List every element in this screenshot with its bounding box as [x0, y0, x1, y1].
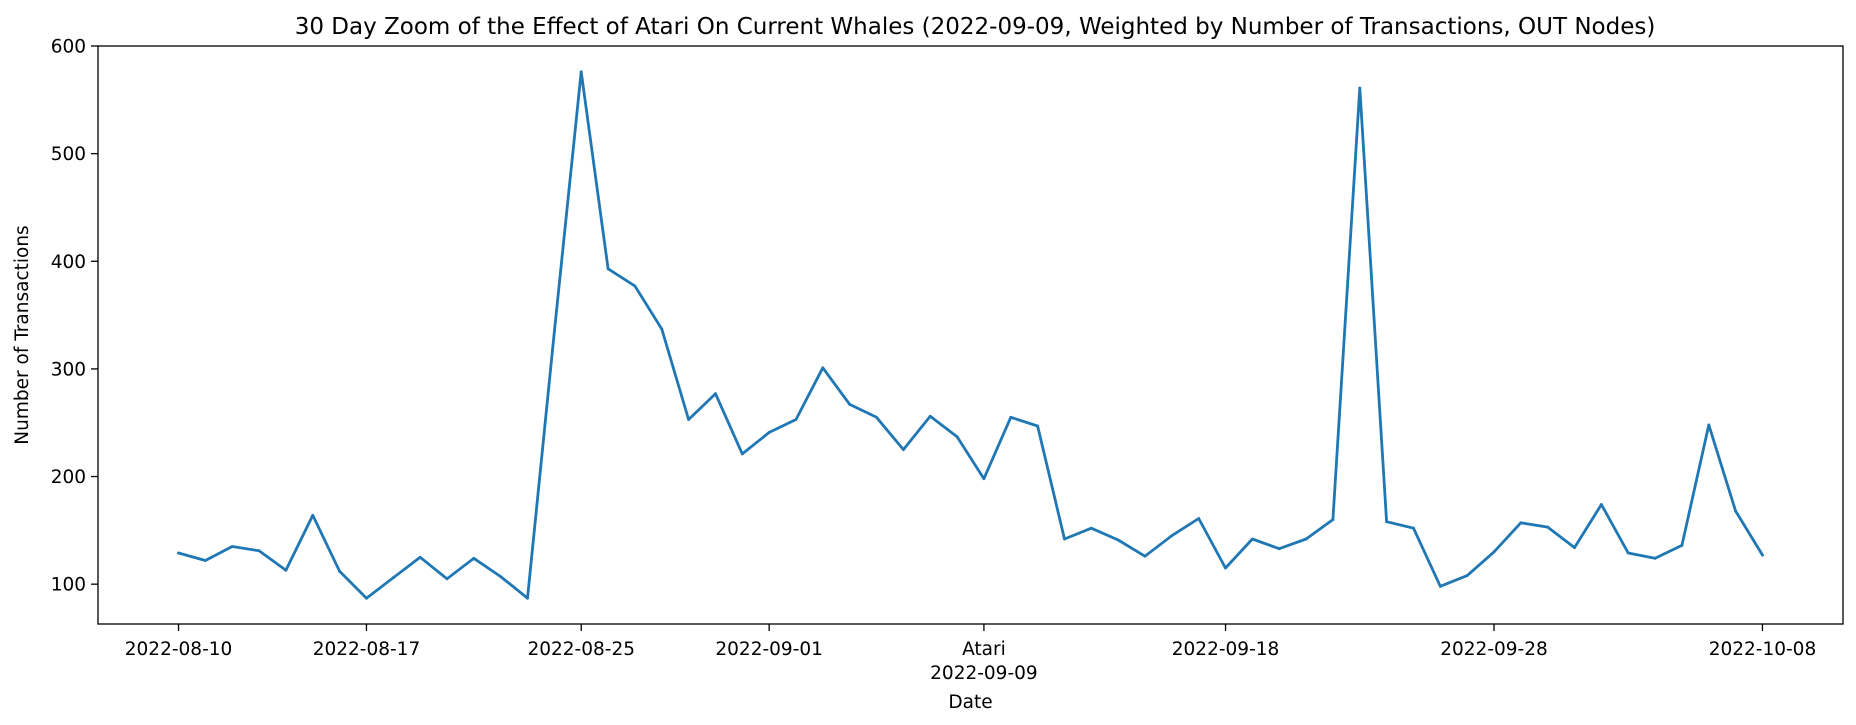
data-point	[687, 418, 690, 421]
x-tick-label: 2022-09-01	[715, 639, 823, 660]
data-point	[365, 596, 368, 600]
data-point	[1385, 520, 1388, 524]
data-point	[1116, 538, 1120, 542]
data-point	[1036, 424, 1039, 428]
data-point	[1734, 509, 1737, 513]
data-point	[1063, 537, 1066, 541]
data-point	[821, 366, 825, 370]
data-point	[1653, 556, 1657, 560]
data-point	[257, 549, 261, 553]
x-tick-label: 2022-09-18	[1172, 639, 1280, 660]
data-point	[204, 559, 207, 562]
data-point	[1707, 423, 1711, 427]
data-point	[1465, 574, 1469, 577]
x-tick-label: 2022-08-10	[125, 639, 233, 660]
data-point	[1277, 547, 1281, 551]
data-point	[902, 448, 905, 451]
data-point	[177, 551, 180, 555]
data-point	[1251, 537, 1254, 541]
data-point	[230, 545, 234, 548]
data-point	[1089, 526, 1093, 530]
data-point	[391, 576, 395, 580]
tick-layer: 100 200 300 400 500 600 2022-08-10 2022-08-17 20…	[51, 37, 1817, 685]
data-point	[928, 414, 932, 418]
data-point	[848, 403, 852, 406]
data-point	[579, 70, 583, 74]
data-point	[794, 418, 798, 421]
data-point	[1438, 584, 1442, 588]
x-axis-label: Date	[948, 692, 992, 713]
x-tick-label: 2022-08-25	[527, 639, 635, 660]
data-point	[660, 327, 664, 331]
data-point	[767, 431, 771, 434]
x-tick-label: 2022-09-28	[1440, 639, 1548, 660]
data-point	[875, 415, 878, 419]
data-point	[1546, 525, 1550, 529]
y-tick-label: 400	[51, 252, 86, 273]
y-tick-label: 200	[51, 467, 86, 488]
data-point	[553, 329, 556, 333]
x-tick-label: 2022-08-17	[313, 639, 421, 660]
data-point	[606, 267, 610, 271]
y-tick-label: 300	[51, 359, 86, 380]
data-points	[177, 70, 1764, 600]
data-point	[1600, 503, 1603, 506]
series-line	[177, 70, 1764, 600]
y-tick-label: 600	[51, 37, 86, 58]
data-point	[499, 575, 503, 578]
data-point	[1626, 551, 1630, 555]
data-point	[1009, 415, 1013, 419]
data-point	[982, 477, 986, 481]
data-point	[1331, 518, 1335, 521]
data-point	[1304, 537, 1308, 541]
data-point	[1197, 517, 1201, 520]
x-tick-label: Atari	[962, 639, 1006, 660]
data-point	[740, 452, 744, 456]
data-point	[1680, 544, 1684, 547]
data-point	[418, 555, 422, 559]
data-point	[633, 284, 637, 288]
data-point	[1519, 521, 1523, 525]
data-point	[1358, 86, 1362, 90]
data-point	[338, 569, 341, 573]
data-point	[284, 568, 288, 572]
data-point	[311, 513, 315, 517]
plot-area-frame	[97, 45, 1844, 625]
data-point	[1412, 526, 1415, 530]
x-tick-label: 2022-09-09	[930, 663, 1038, 684]
chart-title: 30 Day Zoom of the Effect of Atari On Cu…	[295, 14, 1656, 40]
data-point	[1761, 553, 1764, 557]
data-point	[472, 556, 476, 560]
data-point	[526, 596, 529, 600]
y-axis-label: Number of Transactions	[12, 225, 33, 444]
data-point	[1170, 534, 1174, 538]
y-tick-label: 100	[51, 575, 86, 596]
y-tick-label: 500	[51, 144, 86, 165]
data-point	[1143, 554, 1147, 558]
data-point	[714, 392, 717, 396]
x-tick-label: 2022-10-08	[1709, 639, 1817, 660]
data-point	[1573, 546, 1576, 549]
data-point	[1492, 550, 1496, 554]
data-point	[445, 577, 449, 581]
data-point	[1224, 566, 1227, 570]
data-point	[955, 435, 959, 439]
